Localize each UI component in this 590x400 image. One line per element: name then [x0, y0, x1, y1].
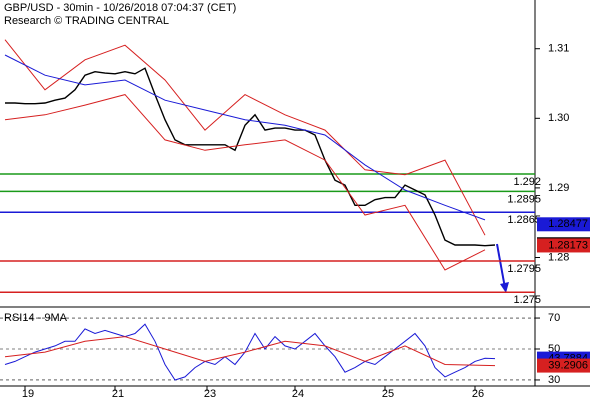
price-box-label: 1.28477	[548, 218, 588, 230]
price-box-label: 1.28173	[548, 239, 588, 251]
x-tick-label: 25	[382, 388, 394, 400]
level-label: 1.275	[513, 294, 541, 306]
chart-title: GBP/USD - 30min - 10/26/2018 07:04:37 (C…	[4, 2, 236, 14]
x-tick-label: 24	[292, 388, 304, 400]
y-tick-label: 1.30	[548, 112, 569, 124]
y-tick-label: 70	[548, 312, 560, 324]
y-tick-label: 1.31	[548, 43, 569, 55]
y-tick-label: 30	[548, 374, 560, 386]
price-box	[537, 358, 590, 373]
forecast-arrow-head	[500, 282, 509, 293]
series-line	[4, 54, 486, 221]
forecast-arrow	[496, 243, 506, 289]
y-tick-label: 1.28	[548, 251, 569, 263]
price-box	[537, 217, 590, 232]
price-box-label: 39.2906	[548, 359, 588, 371]
y-tick-label: 1.29	[548, 182, 569, 194]
level-label: 1.2895	[507, 193, 541, 205]
x-tick-label: 26	[472, 388, 484, 400]
rsi-title: RSI14 - 9MA	[4, 312, 68, 324]
chart-subtitle: Research © TRADING CENTRAL	[4, 15, 169, 27]
level-label: 1.292	[513, 176, 541, 188]
x-tick-label: 19	[22, 388, 34, 400]
series-line	[4, 323, 496, 381]
series-line	[4, 39, 486, 236]
series-line	[4, 94, 486, 271]
level-label: 1.2865	[507, 214, 541, 226]
x-tick-label: 23	[204, 388, 216, 400]
x-tick-label: 21	[112, 388, 124, 400]
level-label: 1.2795	[507, 263, 541, 275]
series-line	[4, 336, 496, 367]
price-box	[537, 238, 590, 253]
